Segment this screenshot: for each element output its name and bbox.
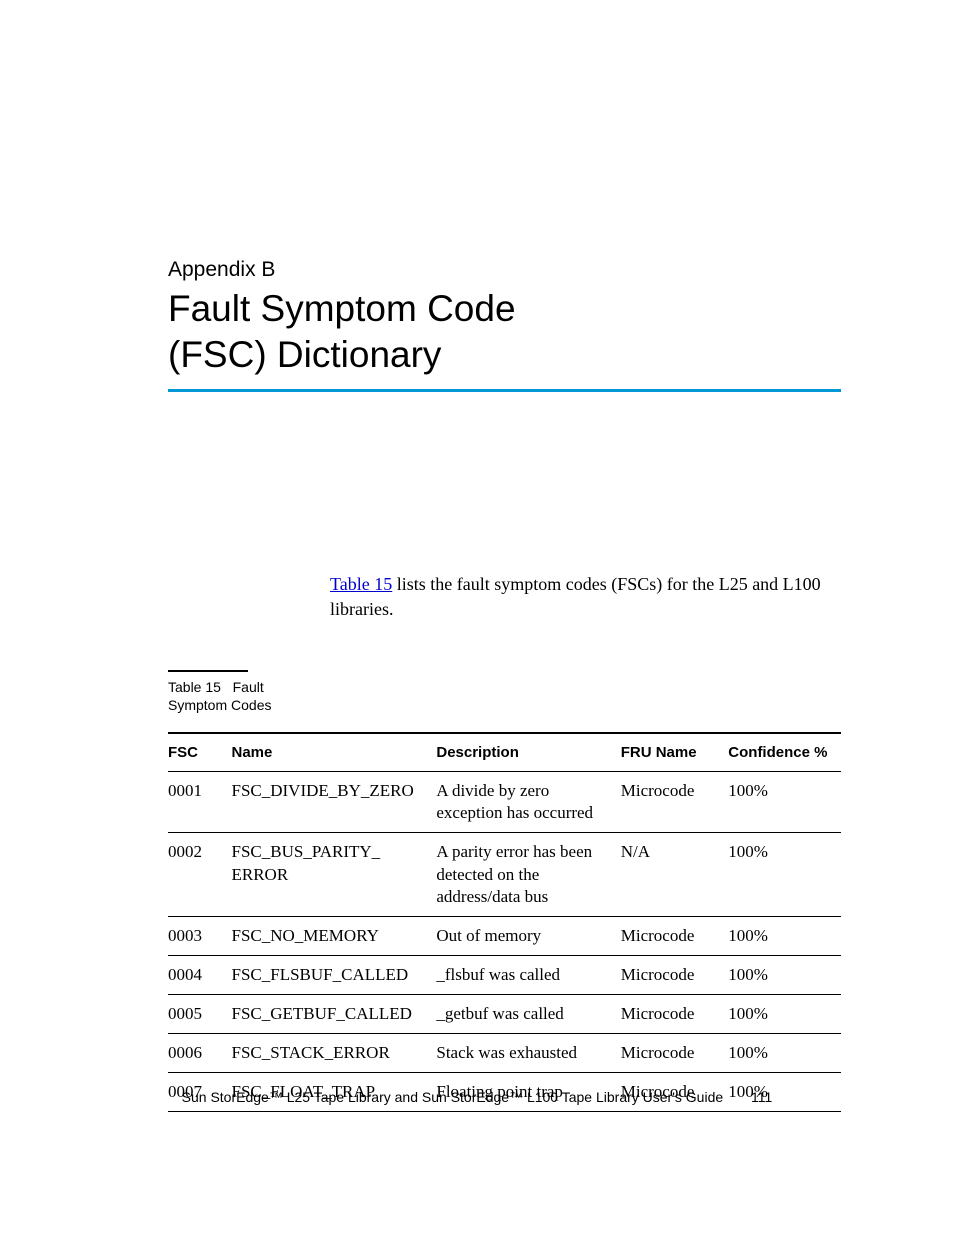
table-link[interactable]: Table 15 [330, 574, 392, 594]
cell-conf: 100% [728, 772, 841, 833]
cell-fsc: 0006 [168, 1034, 232, 1073]
cell-name: FSC_STACK_ERROR [232, 1034, 437, 1073]
cell-name: FSC_GETBUF_CALLED [232, 994, 437, 1033]
table-row: 0005FSC_GETBUF_CALLED_getbuf was calledM… [168, 994, 841, 1033]
page-footer: Sun StorEdge™ L25 Tape Library and Sun S… [0, 1089, 954, 1105]
title-rule [168, 389, 841, 392]
table-body: 0001FSC_DIVIDE_BY_ZEROA divide by zero e… [168, 772, 841, 1112]
col-header-fru: FRU Name [621, 733, 729, 772]
cell-fsc: 0005 [168, 994, 232, 1033]
cell-fsc: 0004 [168, 955, 232, 994]
cell-desc: A divide by zero exception has occurred [436, 772, 620, 833]
title-line-1: Fault Symptom Code [168, 288, 516, 329]
cell-conf: 100% [728, 916, 841, 955]
page-title: Fault Symptom Code (FSC) Dictionary [168, 286, 841, 379]
cell-fsc: 0003 [168, 916, 232, 955]
cell-fsc: 0002 [168, 833, 232, 916]
cell-conf: 100% [728, 833, 841, 916]
cell-fru: Microcode [621, 916, 729, 955]
cell-fru: N/A [621, 833, 729, 916]
table-row: 0002FSC_BUS_PARITY_ERRORA parity error h… [168, 833, 841, 916]
cell-fsc: 0001 [168, 772, 232, 833]
col-header-name: Name [232, 733, 437, 772]
col-header-conf: Confidence % [728, 733, 841, 772]
col-header-desc: Description [436, 733, 620, 772]
table-row: 0001FSC_DIVIDE_BY_ZEROA divide by zero e… [168, 772, 841, 833]
caption-rule [168, 670, 248, 672]
cell-desc: A parity error has been detected on the … [436, 833, 620, 916]
col-header-fsc: FSC [168, 733, 232, 772]
cell-desc: Out of memory [436, 916, 620, 955]
cell-fru: Microcode [621, 1034, 729, 1073]
cell-fru: Microcode [621, 772, 729, 833]
cell-desc: _flsbuf was called [436, 955, 620, 994]
cell-conf: 100% [728, 955, 841, 994]
page-number: 111 [751, 1089, 772, 1105]
fsc-table: FSC Name Description FRU Name Confidence… [168, 732, 841, 1112]
caption-prefix: Table 15 [168, 679, 221, 695]
cell-name: FSC_NO_MEMORY [232, 916, 437, 955]
appendix-label: Appendix B [168, 258, 841, 282]
intro-paragraph: Table 15 lists the fault symptom codes (… [330, 572, 841, 622]
table-row: 0003FSC_NO_MEMORYOut of memoryMicrocode1… [168, 916, 841, 955]
cell-fru: Microcode [621, 994, 729, 1033]
cell-desc: _getbuf was called [436, 994, 620, 1033]
intro-text: lists the fault symptom codes (FSCs) for… [330, 574, 821, 619]
title-line-2: (FSC) Dictionary [168, 334, 441, 375]
table-header-row: FSC Name Description FRU Name Confidence… [168, 733, 841, 772]
cell-conf: 100% [728, 1034, 841, 1073]
table-row: 0004FSC_FLSBUF_CALLED_flsbuf was calledM… [168, 955, 841, 994]
footer-text: Sun StorEdge™ L25 Tape Library and Sun S… [182, 1089, 724, 1105]
cell-name: FSC_BUS_PARITY_ERROR [232, 833, 437, 916]
table-caption: Table 15 Fault Symptom Codes [168, 678, 308, 714]
cell-name: FSC_DIVIDE_BY_ZERO [232, 772, 437, 833]
cell-fru: Microcode [621, 955, 729, 994]
cell-desc: Stack was exhausted [436, 1034, 620, 1073]
table-row: 0006FSC_STACK_ERRORStack was exhaustedMi… [168, 1034, 841, 1073]
cell-name: FSC_FLSBUF_CALLED [232, 955, 437, 994]
cell-conf: 100% [728, 994, 841, 1033]
